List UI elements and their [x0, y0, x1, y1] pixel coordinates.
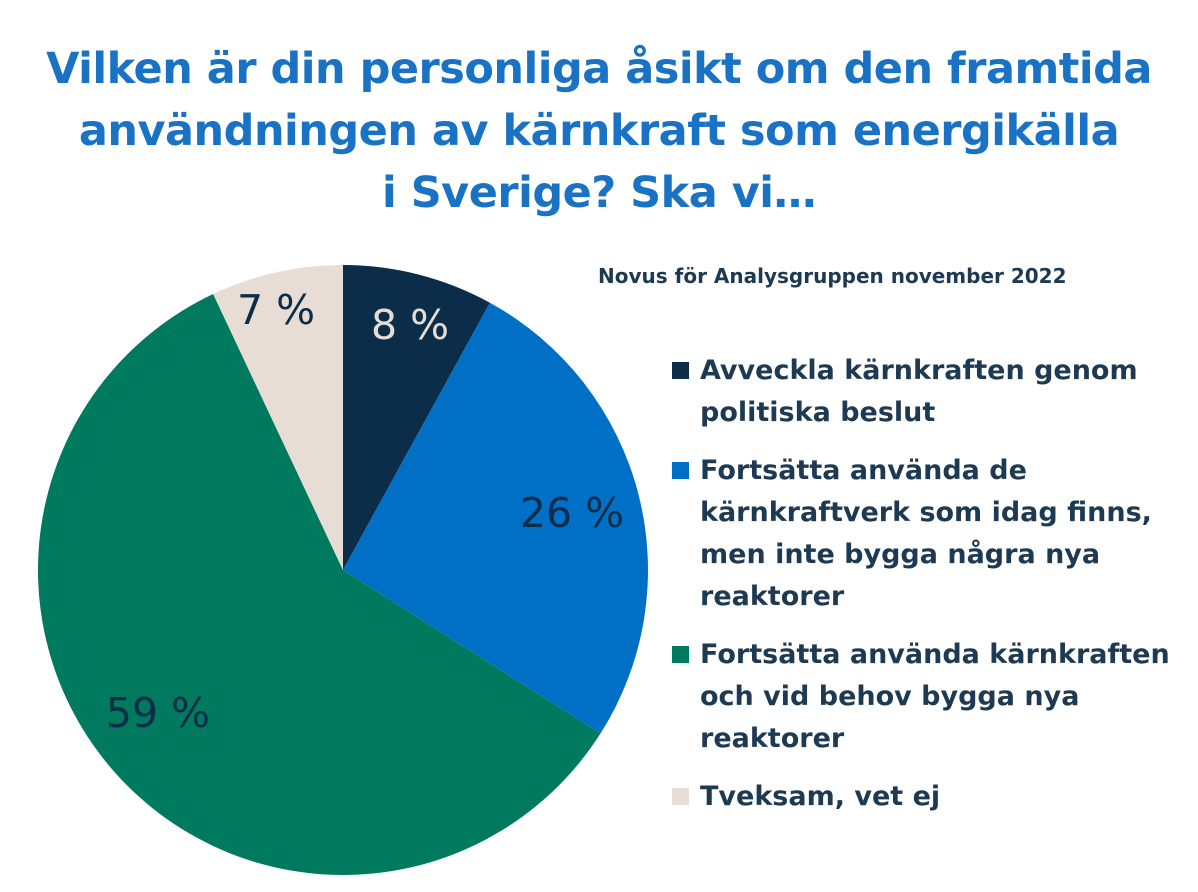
- chart-title: Vilken är din personliga åsikt om den fr…: [0, 38, 1198, 224]
- legend-swatch: [672, 362, 689, 379]
- source-note: Novus för Analysgruppen november 2022: [598, 264, 1067, 288]
- legend-label: Tveksam, vet ej: [700, 781, 941, 812]
- legend-item-tveksam: Tveksam, vet ej: [672, 776, 1192, 818]
- pie-chart: 8 % 26 % 59 % 7 %: [38, 265, 648, 876]
- legend-item-fortsatta-med-nya: Fortsätta använda kärnkraften och vid be…: [672, 634, 1192, 760]
- legend-label: Fortsätta använda kärnkraften och vid be…: [700, 639, 1170, 754]
- legend-swatch: [672, 646, 689, 663]
- legend-label: Fortsätta använda de kärnkraftverk som i…: [700, 455, 1152, 612]
- legend-swatch: [672, 462, 689, 479]
- pie-slice: [38, 294, 601, 876]
- legend-item-fortsatta-utan-nya: Fortsätta använda de kärnkraftverk som i…: [672, 450, 1192, 618]
- legend: Avveckla kärnkraften genom politiska bes…: [672, 350, 1192, 834]
- pie-slice: [343, 265, 490, 570]
- pie-slice-label: 8 %: [371, 301, 449, 349]
- legend-swatch: [672, 788, 689, 805]
- legend-item-avveckla: Avveckla kärnkraften genom politiska bes…: [672, 350, 1192, 434]
- legend-label: Avveckla kärnkraften genom politiska bes…: [700, 355, 1138, 428]
- title-line-1: Vilken är din personliga åsikt om den fr…: [46, 44, 1152, 94]
- pie-slice-label: 26 %: [520, 489, 624, 537]
- pie-slice: [343, 302, 648, 734]
- pie-slice-label: 59 %: [106, 689, 210, 737]
- pie-slice: [213, 265, 343, 570]
- title-line-2: användningen av kärnkraft som energikäll…: [78, 106, 1120, 156]
- title-line-3: i Sverige? Ska vi…: [382, 168, 817, 218]
- pie-slice-label: 7 %: [237, 286, 315, 334]
